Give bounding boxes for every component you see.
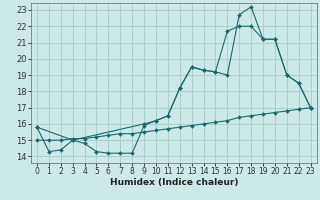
X-axis label: Humidex (Indice chaleur): Humidex (Indice chaleur) [109, 178, 238, 187]
